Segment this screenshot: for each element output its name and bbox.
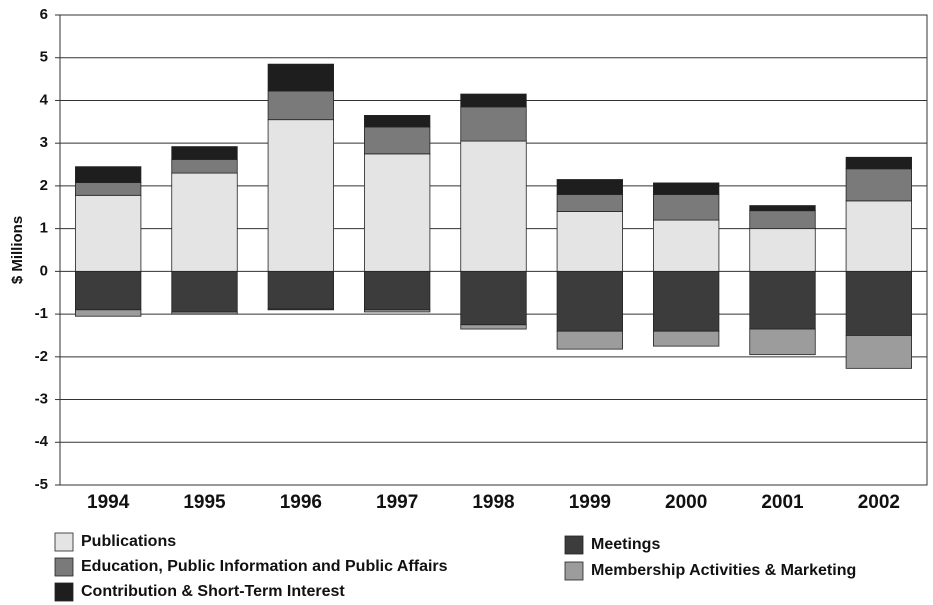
x-tick-label: 1998 bbox=[472, 492, 514, 513]
bar-segment bbox=[75, 270, 142, 311]
x-tick-label: 2002 bbox=[858, 492, 900, 513]
bar-segment bbox=[364, 126, 431, 155]
bar-segment bbox=[364, 309, 431, 313]
y-tick-label: 0 bbox=[40, 262, 48, 279]
x-tick-label: 1997 bbox=[376, 492, 418, 513]
bar-segment bbox=[75, 182, 142, 196]
bar-segment bbox=[845, 200, 912, 272]
bar-segment bbox=[460, 140, 527, 272]
x-tick-label: 1996 bbox=[280, 492, 322, 513]
bar-segment bbox=[171, 270, 238, 313]
y-tick-label: 1 bbox=[40, 220, 48, 237]
legend-label: Meetings bbox=[591, 536, 660, 553]
legend-label: Publications bbox=[81, 533, 176, 550]
x-tick-label: 1999 bbox=[569, 492, 611, 513]
legend-swatch bbox=[54, 532, 74, 552]
bar-segment bbox=[653, 194, 720, 221]
bar-segment bbox=[556, 270, 623, 332]
bar-segment bbox=[75, 166, 142, 183]
bar-segment bbox=[460, 93, 527, 108]
bar-segment bbox=[749, 270, 816, 330]
legend-swatch bbox=[54, 557, 74, 577]
legend-swatch bbox=[564, 535, 584, 555]
bar-segment bbox=[364, 115, 431, 128]
bar-segment bbox=[460, 106, 527, 142]
legend-swatch bbox=[564, 561, 584, 581]
bar-segment bbox=[75, 309, 142, 317]
y-tick-label: -1 bbox=[35, 305, 48, 322]
bar-segment bbox=[845, 335, 912, 369]
legend-label: Membership Activities & Marketing bbox=[591, 562, 856, 579]
legend-swatch bbox=[54, 582, 74, 602]
y-tick-label: -4 bbox=[35, 433, 49, 450]
bar-segment bbox=[653, 182, 720, 195]
x-tick-label: 2000 bbox=[665, 492, 707, 513]
bar-segment bbox=[556, 211, 623, 272]
bar-segment bbox=[460, 324, 527, 330]
y-tick-label: 3 bbox=[40, 134, 48, 151]
y-tick-label: -2 bbox=[35, 348, 48, 365]
bar-segment bbox=[171, 159, 238, 174]
bar-segment bbox=[171, 311, 238, 315]
x-tick-label: 1994 bbox=[87, 492, 130, 513]
bar-segment bbox=[460, 270, 527, 326]
bar-segment bbox=[556, 179, 623, 195]
y-tick-label: -3 bbox=[35, 391, 48, 408]
y-tick-label: 2 bbox=[40, 177, 48, 194]
bar-segment bbox=[364, 270, 431, 311]
bar-segment bbox=[267, 119, 334, 272]
bar-segment bbox=[749, 228, 816, 272]
y-tick-label: 4 bbox=[40, 91, 49, 108]
bar-segment bbox=[845, 168, 912, 202]
bar-segment bbox=[364, 153, 431, 272]
bar-segment bbox=[749, 210, 816, 230]
bar-segment bbox=[556, 194, 623, 212]
bar-segment bbox=[171, 146, 238, 160]
bar-segment bbox=[267, 308, 334, 311]
bar-segment bbox=[653, 270, 720, 332]
bar-segment bbox=[267, 270, 334, 310]
y-tick-label: -5 bbox=[35, 476, 48, 493]
bar-segment bbox=[653, 219, 720, 272]
x-tick-label: 2001 bbox=[761, 492, 804, 513]
bar-segment bbox=[653, 330, 720, 347]
bar-segment bbox=[749, 205, 816, 212]
legend-label: Contribution & Short-Term Interest bbox=[81, 583, 345, 600]
bar-segment bbox=[845, 270, 912, 336]
bar-segment bbox=[75, 194, 142, 272]
y-tick-label: 6 bbox=[40, 6, 48, 23]
y-axis-label: $ Millions bbox=[9, 216, 26, 284]
bar-segment bbox=[749, 328, 816, 356]
bar-segment bbox=[267, 63, 334, 92]
bar-segment bbox=[171, 172, 238, 272]
bar-segment bbox=[267, 90, 334, 121]
x-tick-label: 1995 bbox=[183, 492, 226, 513]
legend-label: Education, Public Information and Public… bbox=[81, 558, 448, 575]
y-tick-label: 5 bbox=[40, 49, 48, 66]
bar-segment bbox=[845, 156, 912, 170]
bar-segment bbox=[556, 330, 623, 350]
